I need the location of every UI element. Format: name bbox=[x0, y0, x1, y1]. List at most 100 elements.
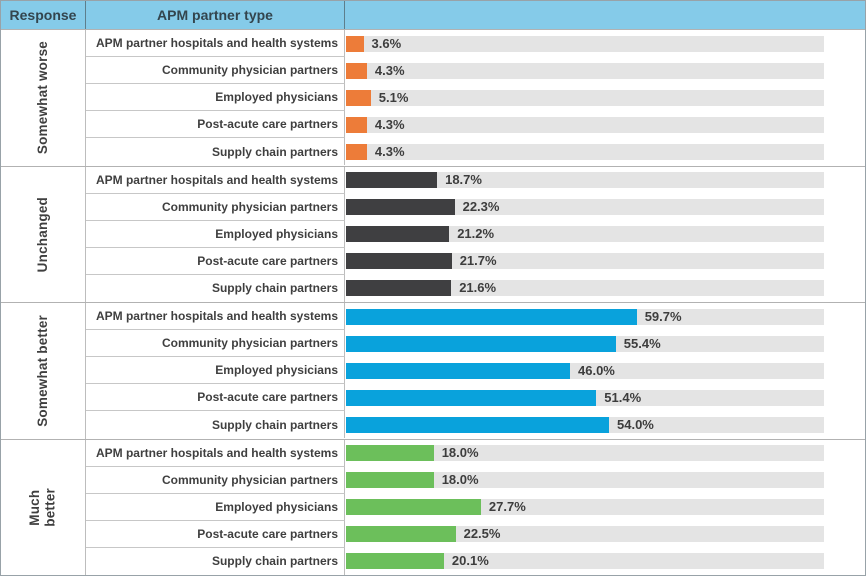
partner-cell: Employed physicians bbox=[86, 357, 345, 385]
table-row: APM partner hospitals and health systems… bbox=[86, 30, 865, 58]
bar-value: 54.0% bbox=[617, 416, 654, 432]
partner-label: Community physician partners bbox=[161, 63, 338, 78]
bar-value: 21.7% bbox=[459, 253, 497, 269]
partner-cell: Community physician partners bbox=[86, 193, 345, 221]
partner-label: Supply chain partners bbox=[211, 554, 338, 569]
bar-area-header bbox=[345, 1, 865, 29]
partner-label: APM partner hospitals and health systems bbox=[95, 309, 338, 324]
bar-cell: 59.7% bbox=[345, 303, 865, 330]
table-row: Community physician partners 55.4% bbox=[86, 330, 865, 358]
table-row: Employed physicians 27.7% bbox=[86, 493, 865, 521]
table-row: Post-acute care partners 21.7% bbox=[86, 247, 865, 275]
bar-cell: 18.0% bbox=[345, 467, 865, 494]
table-row: Supply chain partners 21.6% bbox=[86, 274, 865, 302]
table-body: Somewhat worse APM partner hospitals and… bbox=[1, 30, 865, 575]
bar-track: 4.3% bbox=[346, 62, 824, 79]
bar-track: 51.4% bbox=[346, 389, 824, 406]
bar-cell: 21.6% bbox=[345, 275, 865, 302]
bar-value: 18.0% bbox=[441, 445, 479, 461]
bar-track: 21.6% bbox=[346, 280, 824, 297]
partner-cell: APM partner hospitals and health systems bbox=[86, 30, 345, 58]
bar-cell: 3.6% bbox=[345, 30, 865, 57]
bar-value: 18.7% bbox=[445, 172, 482, 188]
response-group-cell: Somewhat better bbox=[1, 303, 86, 439]
partner-label: APM partner hospitals and health systems bbox=[95, 172, 338, 187]
bar-fill bbox=[346, 553, 444, 570]
bar-track: 4.3% bbox=[346, 143, 824, 160]
bar-value: 55.4% bbox=[623, 335, 661, 351]
bar-cell: 55.4% bbox=[345, 330, 865, 357]
bar-value: 27.7% bbox=[488, 499, 526, 515]
partner-label: Community physician partners bbox=[161, 472, 338, 487]
response-column-header: Response bbox=[1, 1, 86, 29]
partner-cell: Post-acute care partners bbox=[86, 111, 345, 139]
bar-cell: 46.0% bbox=[345, 357, 865, 384]
bar-track: 5.1% bbox=[346, 89, 824, 106]
partner-cell: APM partner hospitals and health systems bbox=[86, 303, 345, 331]
bar-value: 59.7% bbox=[644, 308, 682, 324]
bar-track: 55.4% bbox=[346, 335, 824, 352]
bar-fill bbox=[346, 416, 609, 433]
partner-type-header-label: APM partner type bbox=[157, 7, 273, 23]
response-label: Much better bbox=[27, 487, 58, 527]
bar-fill bbox=[346, 62, 367, 79]
partner-cell: Post-acute care partners bbox=[86, 247, 345, 275]
partner-cell: Employed physicians bbox=[86, 220, 345, 248]
bar-value: 3.6% bbox=[371, 35, 402, 51]
bar-fill bbox=[346, 526, 456, 543]
header-row: Response APM partner type bbox=[1, 1, 865, 30]
partner-label: Post-acute care partners bbox=[197, 390, 338, 405]
response-group-cell: Unchanged bbox=[1, 166, 86, 302]
table-row: Community physician partners 18.0% bbox=[86, 466, 865, 494]
partner-cell: Community physician partners bbox=[86, 57, 345, 85]
table-row: APM partner hospitals and health systems… bbox=[86, 166, 865, 194]
partner-label: Supply chain partners bbox=[211, 417, 338, 432]
bar-cell: 27.7% bbox=[345, 494, 865, 521]
table-row: Supply chain partners 20.1% bbox=[86, 547, 865, 575]
bar-value: 46.0% bbox=[578, 362, 615, 378]
table-row: Post-acute care partners 51.4% bbox=[86, 384, 865, 412]
bar-value: 4.3% bbox=[374, 116, 405, 132]
bar-fill bbox=[346, 116, 367, 133]
bar-value: 21.2% bbox=[457, 226, 495, 242]
bar-fill bbox=[346, 445, 434, 462]
group-rows: APM partner hospitals and health systems… bbox=[86, 30, 865, 166]
bar-value: 51.4% bbox=[604, 389, 642, 405]
partner-cell: Community physician partners bbox=[86, 466, 345, 494]
table-row: APM partner hospitals and health systems… bbox=[86, 303, 865, 331]
table-row: Community physician partners 4.3% bbox=[86, 57, 865, 85]
response-group: Much better APM partner hospitals and he… bbox=[1, 438, 865, 575]
partner-label: Employed physicians bbox=[215, 499, 338, 514]
table-row: Post-acute care partners 4.3% bbox=[86, 111, 865, 139]
bar-fill bbox=[346, 253, 452, 270]
bar-fill bbox=[346, 89, 371, 106]
partner-cell: Supply chain partners bbox=[86, 547, 345, 575]
bar-cell: 18.0% bbox=[345, 440, 865, 467]
bar-value: 22.3% bbox=[462, 199, 500, 215]
partner-label: APM partner hospitals and health systems bbox=[95, 445, 338, 460]
bar-cell: 22.5% bbox=[345, 521, 865, 548]
bar-cell: 51.4% bbox=[345, 384, 865, 411]
bar-value: 4.3% bbox=[374, 143, 405, 159]
partner-cell: Employed physicians bbox=[86, 493, 345, 521]
partner-label: Community physician partners bbox=[161, 336, 338, 351]
bar-cell: 22.3% bbox=[345, 194, 865, 221]
bar-track: 18.0% bbox=[346, 472, 824, 489]
response-header-label: Response bbox=[9, 7, 77, 23]
partner-cell: Employed physicians bbox=[86, 84, 345, 112]
bar-cell: 4.3% bbox=[345, 57, 865, 84]
table-row: Supply chain partners 4.3% bbox=[86, 138, 865, 166]
partner-label: Supply chain partners bbox=[211, 144, 338, 159]
bar-track: 4.3% bbox=[346, 116, 824, 133]
response-label: Unchanged bbox=[35, 196, 51, 272]
bar-fill bbox=[346, 472, 434, 489]
response-group: Somewhat worse APM partner hospitals and… bbox=[1, 30, 865, 166]
partner-cell: APM partner hospitals and health systems bbox=[86, 439, 345, 467]
partner-type-column-header: APM partner type bbox=[86, 1, 345, 29]
bar-fill bbox=[346, 226, 450, 243]
bar-cell: 4.3% bbox=[345, 111, 865, 138]
bar-fill bbox=[346, 199, 455, 216]
bar-track: 46.0% bbox=[346, 362, 824, 379]
partner-cell: Supply chain partners bbox=[86, 411, 345, 439]
